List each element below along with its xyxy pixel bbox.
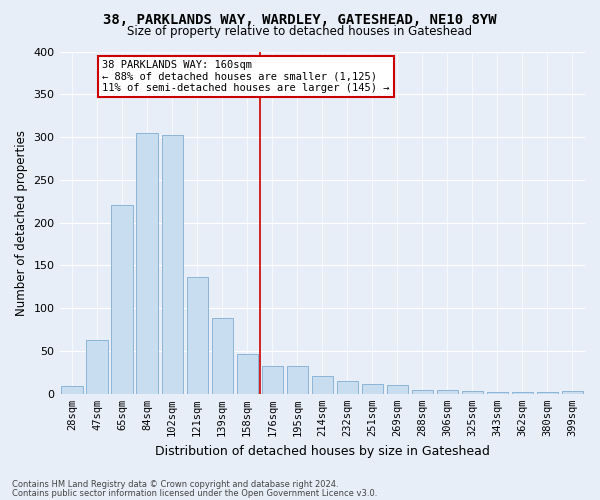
Bar [187,276,208,394]
Y-axis label: Number of detached properties: Number of detached properties [15,130,28,316]
Bar [562,391,583,394]
Bar [462,391,483,394]
Bar [86,340,108,394]
Bar [136,133,158,394]
Bar [262,366,283,394]
Bar [362,384,383,394]
Bar [161,134,183,394]
Bar [287,366,308,394]
Text: Contains HM Land Registry data © Crown copyright and database right 2024.: Contains HM Land Registry data © Crown c… [12,480,338,489]
Bar [512,392,533,394]
Bar [61,386,83,394]
Text: Contains public sector information licensed under the Open Government Licence v3: Contains public sector information licen… [12,488,377,498]
Bar [537,392,558,394]
Bar [412,390,433,394]
Text: 38 PARKLANDS WAY: 160sqm
← 88% of detached houses are smaller (1,125)
11% of sem: 38 PARKLANDS WAY: 160sqm ← 88% of detach… [102,60,389,94]
Bar [112,204,133,394]
Text: 38, PARKLANDS WAY, WARDLEY, GATESHEAD, NE10 8YW: 38, PARKLANDS WAY, WARDLEY, GATESHEAD, N… [103,12,497,26]
Bar [487,392,508,394]
X-axis label: Distribution of detached houses by size in Gateshead: Distribution of detached houses by size … [155,444,490,458]
Bar [437,390,458,394]
Bar [337,381,358,394]
Text: Size of property relative to detached houses in Gateshead: Size of property relative to detached ho… [127,25,473,38]
Bar [387,385,408,394]
Bar [311,376,333,394]
Bar [236,354,258,394]
Bar [212,318,233,394]
